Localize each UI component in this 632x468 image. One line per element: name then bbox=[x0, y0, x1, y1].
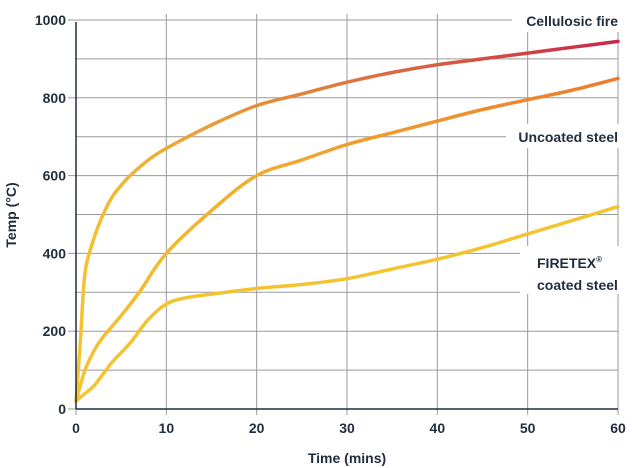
x-tick-label: 20 bbox=[249, 420, 265, 436]
series-label-firetex: FIRETEX® bbox=[537, 255, 602, 271]
y-axis-title: Temp (°C) bbox=[3, 182, 19, 247]
series-label-cellulosic-fire: Cellulosic fire bbox=[526, 13, 618, 29]
series-lines bbox=[74, 39, 620, 403]
grid-lines bbox=[68, 14, 619, 415]
x-tick-label: 40 bbox=[430, 420, 446, 436]
y-tick-label: 800 bbox=[43, 90, 67, 106]
x-axis-title: Time (mins) bbox=[308, 450, 386, 466]
series-labels: Cellulosic fire Uncoated steel FIRETEX® … bbox=[506, 8, 624, 294]
x-tick-label: 60 bbox=[610, 420, 626, 436]
y-tick-label: 200 bbox=[43, 323, 67, 339]
y-tick-label: 1000 bbox=[35, 12, 66, 28]
x-tick-label: 0 bbox=[72, 420, 80, 436]
x-tick-label: 10 bbox=[159, 420, 175, 436]
series-label-coated-steel: coated steel bbox=[537, 277, 618, 293]
y-tick-label: 400 bbox=[43, 245, 67, 261]
y-tick-label: 600 bbox=[43, 168, 67, 184]
series-line-cellulosic-fire bbox=[74, 39, 620, 403]
series-line-firetex-coated-steel bbox=[74, 204, 620, 403]
series-label-uncoated-steel: Uncoated steel bbox=[518, 129, 618, 145]
x-tick-label: 30 bbox=[339, 420, 355, 436]
y-tick-label: 0 bbox=[58, 401, 66, 417]
x-tick-label: 50 bbox=[520, 420, 536, 436]
series-line-uncoated-steel bbox=[74, 76, 620, 403]
